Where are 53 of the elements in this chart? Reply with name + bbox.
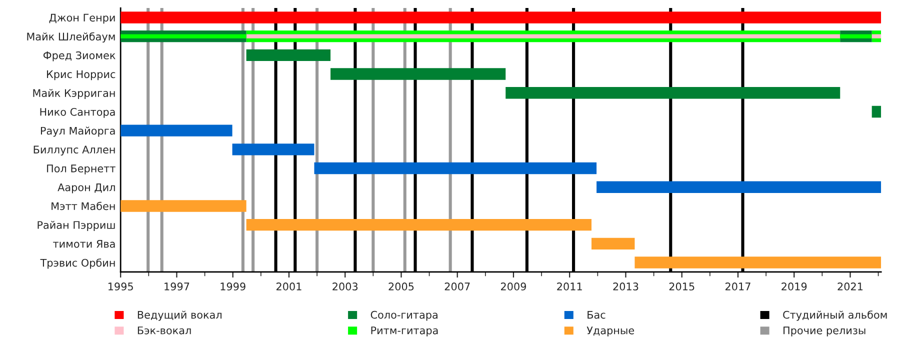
y-tick-label: Крис Норрис: [47, 70, 116, 80]
x-tick-label: 2017: [725, 282, 750, 290]
y-tick-label: Раул Майорга: [40, 126, 115, 137]
bar: [120, 200, 246, 212]
bar: [506, 87, 840, 99]
legend-label: Ведущий вокал: [138, 310, 222, 321]
x-tick-label: 1997: [164, 282, 190, 290]
y-tick-label: Нико Сантора: [40, 108, 115, 118]
x-tick-label: 2013: [613, 282, 638, 290]
bar: [596, 181, 882, 193]
y-tick-label: Пол Бернетт: [47, 164, 116, 174]
bar: [591, 238, 635, 250]
y-tick-label: Райан Пэрриш: [38, 220, 115, 231]
bar: [232, 144, 314, 156]
y-tick-label: тимоти Ява: [53, 240, 115, 248]
bar: [120, 12, 882, 24]
bar: [246, 49, 331, 62]
bar: [330, 68, 506, 80]
y-tick-label: Джон Генри: [49, 14, 115, 24]
legend-label: Ритм-гитара: [371, 326, 438, 336]
bar: [840, 34, 872, 38]
legend-label: Соло-гитара: [370, 310, 438, 321]
x-tick-label: 2011: [557, 282, 582, 290]
y-tick-label: Трэвис Орбин: [40, 258, 115, 269]
bar: [314, 162, 597, 174]
bar: [872, 34, 882, 38]
x-tick-label: 2005: [388, 282, 414, 290]
x-tick-label: 2003: [332, 282, 358, 290]
bar: [246, 218, 592, 231]
bar: [120, 124, 232, 136]
legend-label: Прочие релизы: [784, 326, 866, 336]
x-tick-label: 2015: [669, 282, 694, 290]
bar: [634, 256, 882, 268]
y-tick-label: Мэтт Мабен: [52, 202, 115, 210]
legend-label: Студийный альбом: [783, 310, 887, 321]
x-tick-label: 2021: [838, 282, 863, 290]
y-tick-label: Аарон Дил: [58, 183, 115, 194]
x-tick-label: 1995: [108, 282, 133, 290]
legend-label: Ударные: [586, 326, 634, 336]
y-tick-label: Майк Шлейбаум: [27, 32, 115, 43]
bar: [246, 34, 840, 38]
x-tick-label: 2019: [782, 282, 807, 290]
y-tick-label: Фред Зиомек: [43, 51, 116, 62]
bar: [872, 106, 882, 118]
y-tick-label: Биллупс Аллен: [34, 146, 115, 156]
bar: [120, 34, 246, 38]
legend-label: Бас: [588, 310, 606, 319]
x-tick-label: 2001: [276, 282, 302, 290]
legend-label: Бэк-вокал: [138, 326, 191, 334]
x-tick-label: 2009: [500, 282, 526, 290]
x-tick-label: 2007: [444, 282, 470, 290]
x-tick-label: 1999: [220, 282, 246, 290]
y-tick-label: Майк Кэрриган: [33, 88, 115, 99]
